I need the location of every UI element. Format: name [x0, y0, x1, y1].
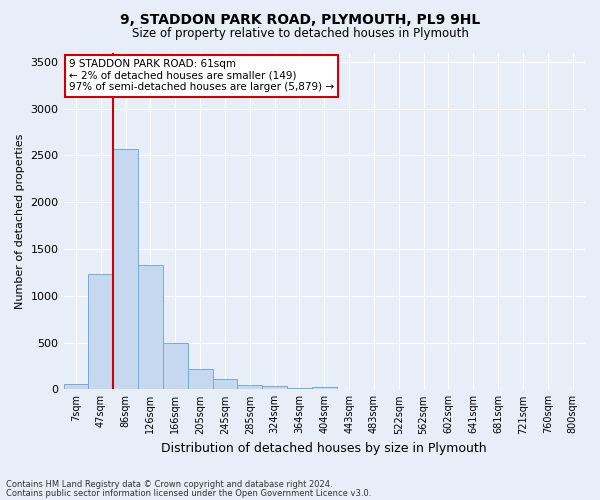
Bar	[312, 388, 337, 390]
Bar	[64, 384, 88, 390]
X-axis label: Distribution of detached houses by size in Plymouth: Distribution of detached houses by size …	[161, 442, 487, 455]
Text: Contains public sector information licensed under the Open Government Licence v3: Contains public sector information licen…	[6, 488, 371, 498]
Bar	[212, 378, 238, 390]
Bar	[88, 274, 113, 390]
Bar	[287, 388, 312, 390]
Text: Size of property relative to detached houses in Plymouth: Size of property relative to detached ho…	[131, 28, 469, 40]
Bar	[113, 149, 138, 390]
Bar	[163, 344, 188, 390]
Text: 9 STADDON PARK ROAD: 61sqm
← 2% of detached houses are smaller (149)
97% of semi: 9 STADDON PARK ROAD: 61sqm ← 2% of detac…	[69, 59, 334, 92]
Text: Contains HM Land Registry data © Crown copyright and database right 2024.: Contains HM Land Registry data © Crown c…	[6, 480, 332, 489]
Bar	[238, 384, 262, 390]
Text: 9, STADDON PARK ROAD, PLYMOUTH, PL9 9HL: 9, STADDON PARK ROAD, PLYMOUTH, PL9 9HL	[120, 12, 480, 26]
Bar	[262, 386, 287, 390]
Bar	[138, 265, 163, 390]
Bar	[188, 368, 212, 390]
Y-axis label: Number of detached properties: Number of detached properties	[15, 133, 25, 308]
